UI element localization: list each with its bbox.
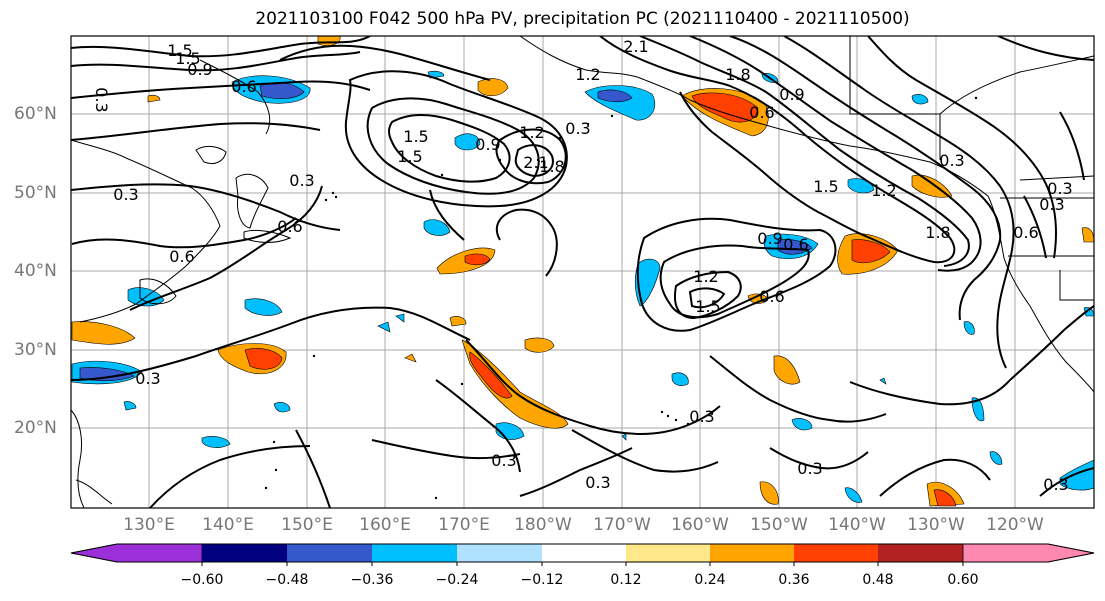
map-title: 2021103100 F042 500 hPa PV, precipitatio… [255,9,910,29]
contour-label: 2.1 [523,153,548,172]
colorbar-tick-label: −0.36 [350,572,394,588]
contour-label: 1.5 [813,177,838,196]
contour-label: 1.5 [397,147,422,166]
contour-label: 0.3 [289,171,314,190]
lon-label: 170°E [438,515,490,535]
contour-labels: 1.5 1.5 0.9 0.6 0.3 2.1 1.2 1.8 0.9 1.5 … [92,37,1073,494]
colorbar-tick-label: −0.12 [520,572,564,588]
contour-label: 0.3 [939,151,964,170]
colorbar-extend-min [70,543,203,563]
lon-label: 180°W [514,515,572,535]
lon-label: 150°E [281,515,333,535]
lat-label: 40°N [14,261,57,281]
lat-label: 20°N [14,418,57,438]
contour-label: 0.6 [277,217,302,236]
colorbar-tick-label: −0.48 [265,572,309,588]
contour-label: 0.3 [689,407,714,426]
coastlines [71,36,1094,508]
contour-label: 0.6 [1013,223,1038,242]
colorbar-tick-label: 0.36 [778,572,810,588]
map-frame [70,35,1095,509]
lon-label: 140°W [828,515,886,535]
contour-label: 0.6 [783,235,808,254]
lat-label: 60°N [14,104,57,124]
contour-label: 1.2 [693,267,718,286]
lon-label: 150°W [750,515,808,535]
contour-label: 0.6 [749,103,774,122]
contour-label: 0.9 [187,60,212,79]
contour-label: 1.2 [519,123,544,142]
contour-label: 0.6 [169,247,194,266]
colorbar-tick-label: 0.12 [610,572,642,588]
pv-contours [71,36,1094,508]
contour-label: 1.5 [167,41,192,60]
contour-label: 1.8 [725,65,750,84]
contour-label: 0.3 [585,473,610,492]
contour-label: 0.3 [565,119,590,138]
contour-label: 1.5 [403,127,428,146]
lon-label: 140°E [202,515,254,535]
colorbar-tick-label: 0.24 [694,572,726,588]
islands [264,96,978,500]
contour-label: 1.2 [871,181,896,200]
lat-label: 30°N [14,340,57,360]
contour-label: 0.3 [1039,195,1064,214]
colorbar [70,543,1095,566]
contour-label: 0.9 [475,135,500,154]
contour-label: 1.5 [175,49,200,68]
contour-label: 0.6 [231,77,256,96]
lon-label: 130°W [907,515,965,535]
contour-label: 0.3 [113,185,138,204]
lon-label: 170°W [593,515,651,535]
contour-label: 0.6 [759,287,784,306]
contour-label: 1.5 [695,297,720,316]
contour-label: 0.3 [1047,179,1072,198]
contour-label: 0.9 [757,229,782,248]
contour-label: 0.3 [797,459,822,478]
lat-label: 50°N [14,183,57,203]
gridlines [71,36,1094,508]
contour-label: 0.9 [779,85,804,104]
lon-label: 130°E [123,515,175,535]
contour-label: 0.3 [1043,475,1068,494]
colorbar-tick-label: 0.60 [947,572,979,588]
lon-label: 120°W [986,515,1044,535]
colorbar-tick-label: −0.24 [435,572,479,588]
lon-label: 160°E [359,515,411,535]
contour-label: 1.2 [575,65,600,84]
contour-label: 0.3 [92,87,111,112]
contour-label: 0.3 [491,451,516,470]
lon-label: 160°W [671,515,729,535]
colorbar-extend-max [962,543,1095,563]
contour-label: 2.1 [623,37,648,56]
contour-label: 1.8 [925,223,950,242]
colorbar-tick-label: −0.60 [180,572,224,588]
precip-shading [71,36,1094,507]
contour-label: 0.3 [135,369,160,388]
colorbar-tick-label: 0.48 [862,572,894,588]
contour-label: 1.8 [539,157,564,176]
